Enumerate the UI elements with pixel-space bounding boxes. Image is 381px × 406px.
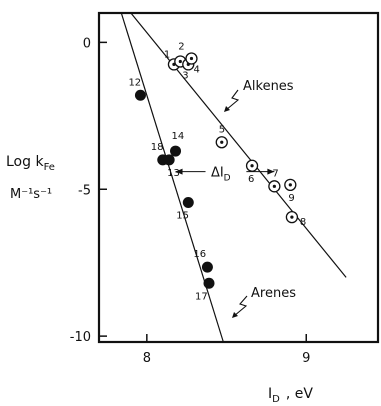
point-label-5: 5 (219, 124, 225, 135)
point-label-4: 4 (193, 65, 199, 76)
annotations: Alkenes Arenes ΔID (175, 79, 296, 318)
data-points (134, 52, 299, 289)
point-label-7: 7 (272, 168, 278, 179)
ticks: 8 9 0 -5 -10 (70, 36, 311, 366)
point-5-center (220, 140, 224, 144)
plot-frame (97, 11, 380, 344)
point-17 (203, 277, 215, 289)
delta-arrowhead-right (267, 168, 275, 175)
point-12 (134, 89, 146, 101)
point-label-8: 8 (300, 217, 306, 228)
arenes-pointer (233, 295, 248, 317)
point-9-center (288, 183, 292, 187)
x-tick-label: 9 (302, 351, 310, 366)
y-tick-label: -10 (70, 330, 91, 345)
point-label-1: 1 (164, 49, 170, 60)
alkenes-label: Alkenes (243, 79, 294, 94)
y-axis-unit: M⁻¹s⁻¹ (10, 187, 52, 202)
delta-label: ΔID (211, 166, 231, 184)
point-label-12: 12 (128, 77, 141, 88)
arenes-pointer-head (232, 312, 238, 318)
fit-line-alkenes (130, 12, 347, 278)
point-14 (170, 145, 182, 157)
arenes-label: Arenes (251, 286, 296, 301)
point-6-center (250, 164, 254, 168)
y-tick-label: -5 (78, 183, 91, 198)
fit-lines (120, 12, 347, 343)
point-16 (201, 261, 213, 273)
point-13 (163, 154, 175, 166)
alkenes-pointer-head (224, 106, 230, 112)
alkenes-pointer (225, 89, 240, 111)
point-4-center (189, 56, 194, 61)
point-label-6: 6 (248, 174, 254, 185)
point-label-17: 17 (195, 291, 208, 302)
y-axis-label: Log kFe (6, 154, 55, 173)
point-label-18: 18 (151, 142, 164, 153)
y-tick-label: 0 (83, 36, 91, 51)
point-15 (182, 196, 194, 208)
point-8-center (290, 215, 294, 219)
point-7-center (272, 184, 276, 188)
delta-arrowhead-left (175, 168, 183, 175)
point-label-15: 15 (176, 210, 189, 221)
x-axis-label: ID, eV (268, 386, 313, 405)
x-tick-label: 8 (143, 351, 151, 366)
point-label-9: 9 (288, 193, 294, 204)
point-label-16: 16 (193, 249, 206, 260)
point-label-14: 14 (172, 131, 185, 142)
point-2-center (178, 59, 182, 64)
point-label-3: 3 (182, 70, 188, 81)
point-label-13: 13 (167, 168, 180, 179)
point-label-2: 2 (178, 41, 184, 52)
